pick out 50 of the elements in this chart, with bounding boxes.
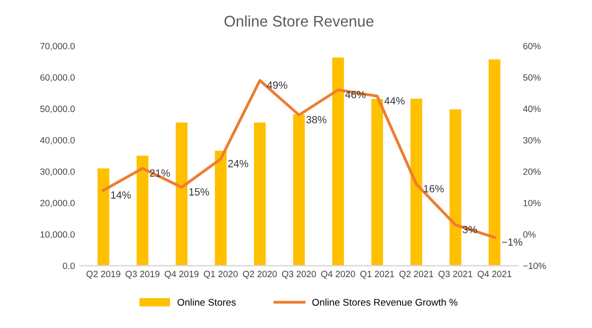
y2-tick-label: 30% [523, 137, 541, 144]
data-label: 14% [111, 191, 131, 199]
x-tick-label: Q4 2020 [321, 270, 356, 279]
chart-title: Online Store Revenue [224, 15, 374, 27]
x-tick-label: Q4 2019 [164, 270, 199, 279]
x-tick-label: Q4 2021 [478, 270, 512, 279]
x-tick-label: Q1 2020 [204, 270, 238, 279]
bar [254, 122, 266, 266]
bar [488, 59, 500, 266]
bar [176, 122, 188, 266]
data-label: −1% [502, 238, 522, 246]
y-tick-label: 30,000.0 [40, 168, 75, 176]
y-tick-label: 60,000.0 [40, 74, 75, 82]
y2-tick-label: 60% [523, 42, 541, 50]
legend-label: Online Stores Revenue Growth % [312, 298, 458, 306]
bar [98, 168, 110, 266]
y-tick-label: 40,000.0 [40, 137, 75, 145]
y2-tick-label: 20% [523, 168, 541, 175]
bar [214, 150, 227, 266]
data-label: 15% [189, 188, 210, 196]
y-tick-label: 20,000.0 [40, 200, 75, 208]
data-label: 24% [228, 160, 248, 168]
y-tick-label: 70,000.0 [40, 42, 75, 50]
bar [410, 98, 422, 266]
x-tick-label: Q1 2021 [360, 270, 394, 279]
y-tick-label: 0.0 [62, 262, 75, 270]
x-tick-label: Q2 2021 [399, 270, 434, 279]
y2-tick-label: 10% [524, 200, 541, 206]
legend-label: Online Stores [178, 298, 236, 306]
bar [136, 156, 148, 266]
x-tick-label: Q3 2019 [126, 270, 160, 279]
line-series [102, 79, 496, 239]
y2-tick-label: −10% [523, 262, 546, 270]
data-label: 49% [267, 81, 288, 89]
bar [450, 109, 462, 266]
bar [332, 58, 344, 266]
data-label: 38% [306, 116, 326, 124]
bar [371, 98, 384, 266]
x-tick-label: Q3 2021 [438, 270, 472, 279]
data-label: 44% [384, 97, 405, 104]
y2-tick-label: 40% [523, 106, 541, 112]
bar [293, 114, 305, 266]
y-tick-label: 50,000.0 [40, 106, 75, 114]
y2-tick-label: 50% [523, 74, 541, 81]
y-tick-label: 10,000.0 [40, 231, 75, 239]
x-tick-label: Q2 2019 [86, 270, 120, 279]
y2-tick-label: 0% [523, 231, 536, 238]
data-label: 16% [424, 185, 444, 192]
x-tick-label: Q2 2020 [242, 270, 277, 279]
x-tick-label: Q3 2020 [282, 270, 316, 279]
